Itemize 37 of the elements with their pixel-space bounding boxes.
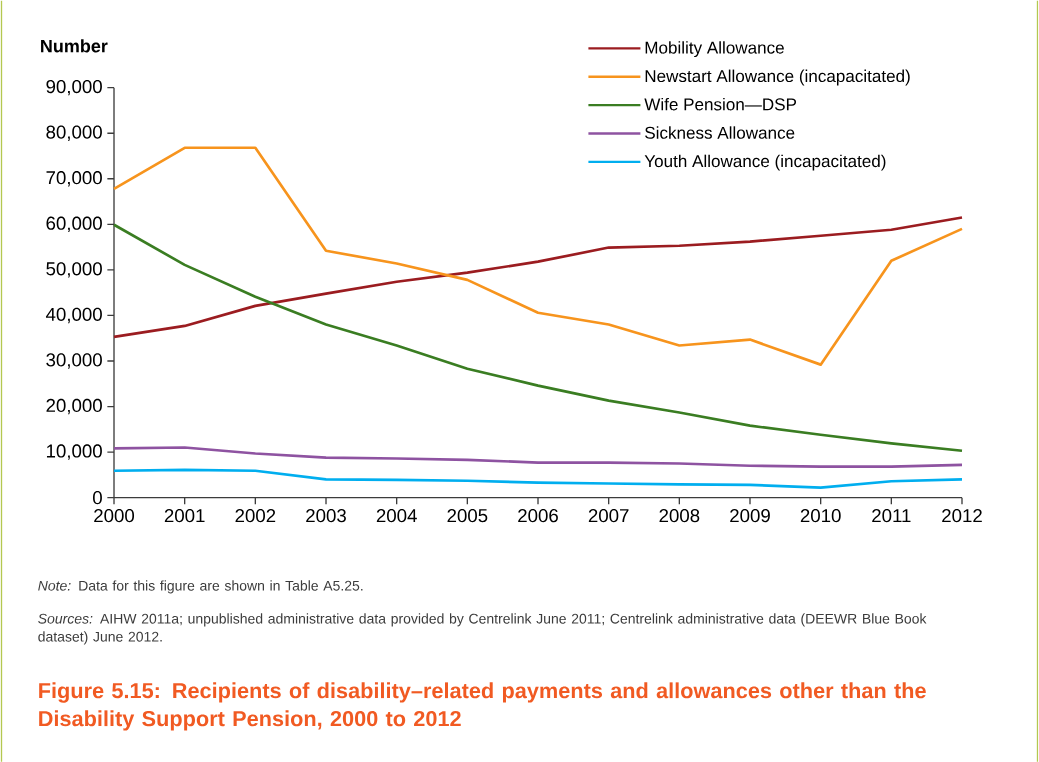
y-tick-label: 70,000	[46, 170, 102, 187]
line-series	[112, 146, 964, 366]
x-tick-label: 2000	[94, 508, 135, 523]
x-tick-label: 2010	[800, 508, 841, 523]
y-tick-label: 20,000	[46, 398, 102, 415]
legend-label: Wife Pension—DSP	[644, 97, 797, 111]
legend-label: Mobility Allowance	[645, 41, 784, 57]
y-tick-label: 90,000	[46, 79, 102, 96]
y-tick-label: 50,000	[46, 262, 102, 278]
x-tick-label: 2006	[518, 508, 558, 523]
x-tick-label: 2007	[588, 508, 629, 523]
y-tick-label: 0	[93, 490, 102, 505]
line-series	[112, 215, 964, 339]
x-tick-label: 2003	[306, 508, 346, 523]
y-tick-label: 40,000	[45, 307, 102, 323]
y-tick-label: 10,000	[46, 444, 102, 460]
y-axis-title: Number	[41, 39, 108, 53]
line-series	[112, 223, 964, 452]
y-tick-label: 80,000	[46, 125, 102, 141]
y-tick-label: 60,000	[46, 216, 102, 232]
x-tick-label: 2008	[659, 508, 700, 523]
text: Sources: AIHW 2011a; unpublished administrative data provided by Centrelink June 2011; Centrelink administrative data (DEEWR Blue Book dataset) June 2012.	[38, 613, 927, 645]
text: Figure 5.15: Recipients of disability–related payments and allowances other than the Disability Support Pension, 2000 to 2012	[39, 682, 926, 731]
x-tick-label: 2011	[872, 508, 911, 523]
text: Note: Data for this figure are shown in Table A5.25.	[38, 580, 363, 594]
x-tick-label: 2009	[730, 508, 770, 523]
line-series	[112, 446, 964, 468]
x-tick-label: 2012	[942, 508, 982, 523]
legend-label: Sickness Allowance	[645, 126, 795, 139]
line-series	[112, 468, 964, 489]
x-tick-label: 2005	[447, 508, 488, 523]
x-tick-label: 2004	[376, 508, 417, 523]
x-tick-label: 2002	[235, 508, 276, 523]
y-tick-label: 30,000	[46, 353, 102, 369]
legend-label: Youth Allowance (incapacitated)	[644, 154, 886, 171]
legend-label: Newstart Allowance (incapacitated)	[645, 69, 910, 86]
x-tick-label: 2001	[164, 508, 205, 523]
